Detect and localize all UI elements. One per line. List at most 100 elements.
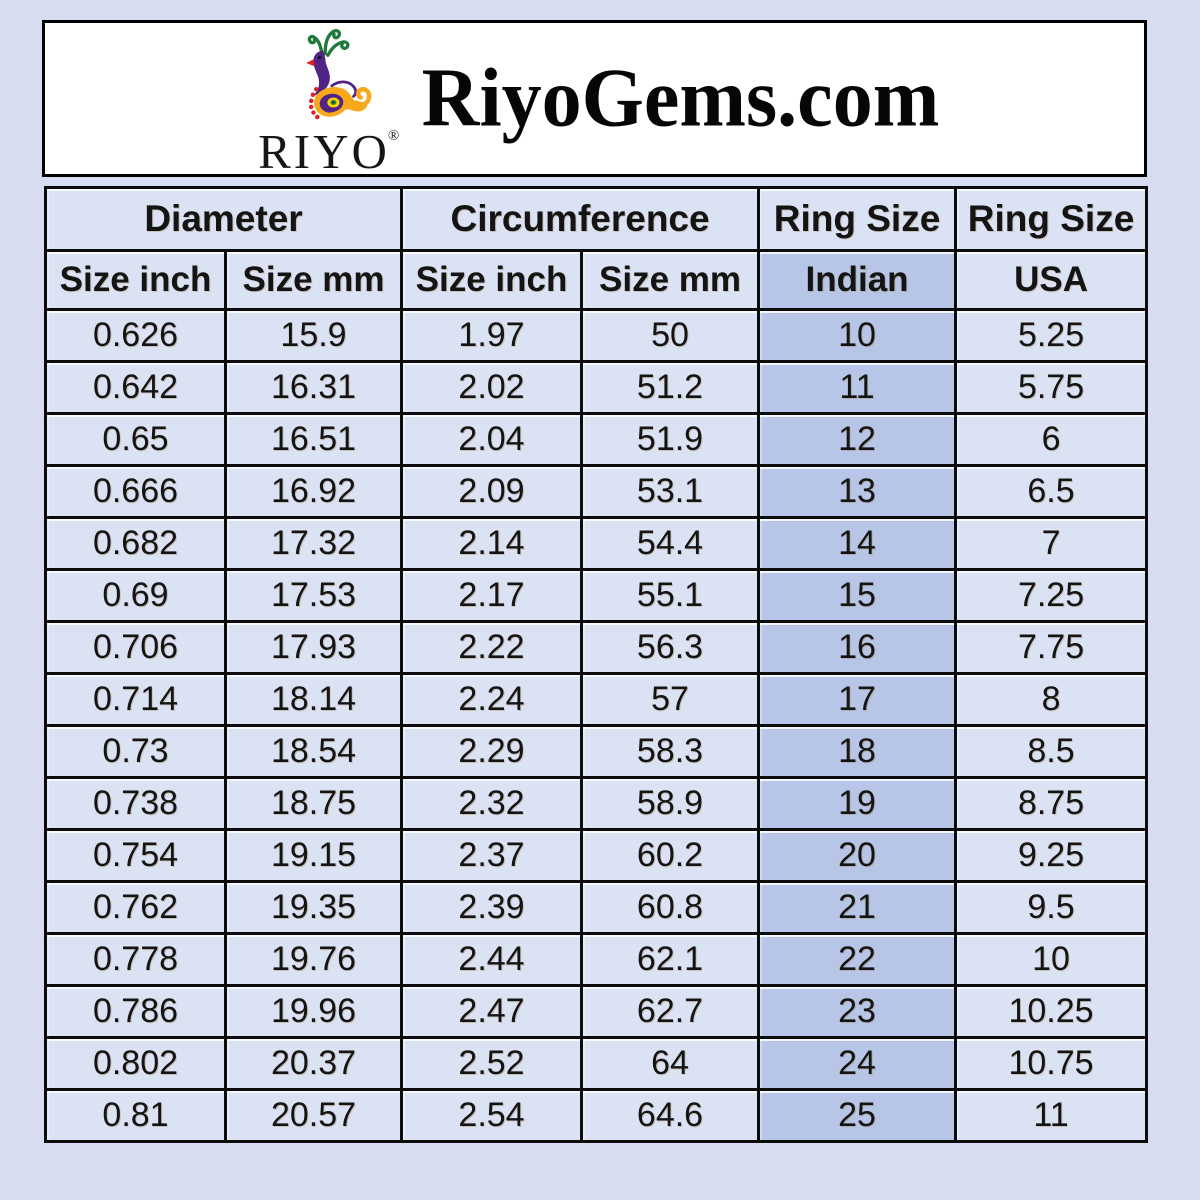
table-cell: 2.39 <box>400 880 584 935</box>
table-cell: 0.65 <box>44 412 227 467</box>
table-cell: 23 <box>757 984 958 1039</box>
table-cell: 20.57 <box>223 1088 404 1143</box>
riyo-logo: RIYO® <box>250 23 408 176</box>
table-cell: 0.666 <box>44 464 227 519</box>
col-header-circumference-inch: Size inch <box>400 249 584 311</box>
sub-header-row: Size inch Size mm Size inch Size mm Indi… <box>44 249 1149 311</box>
table-row: 0.762 19.35 2.39 60.8 21 9.5 <box>44 880 1149 935</box>
table-cell: 2.44 <box>400 932 584 987</box>
col-header-indian: Indian <box>757 249 958 311</box>
table-cell: 0.802 <box>44 1036 227 1091</box>
table-cell: 7 <box>954 516 1149 571</box>
col-header-usa: USA <box>954 249 1149 311</box>
table-cell: 22 <box>757 932 958 987</box>
table-cell: 13 <box>757 464 958 519</box>
logo-word-text: RIYO <box>258 124 390 179</box>
table-cell: 10 <box>757 308 958 363</box>
table-cell: 0.642 <box>44 360 227 415</box>
logo-wordmark: RIYO® <box>258 114 400 176</box>
table-cell: 5.25 <box>954 308 1149 363</box>
table-cell: 55.1 <box>580 568 761 623</box>
table-cell: 17.53 <box>223 568 404 623</box>
table-cell: 2.54 <box>400 1088 584 1143</box>
table-cell: 60.8 <box>580 880 761 935</box>
registered-mark: ® <box>387 128 400 144</box>
table-cell: 17.32 <box>223 516 404 571</box>
table-row: 0.73 18.54 2.29 58.3 18 8.5 <box>44 724 1149 779</box>
table-cell: 2.09 <box>400 464 584 519</box>
table-cell: 2.37 <box>400 828 584 883</box>
col-header-diameter-inch: Size inch <box>44 249 227 311</box>
table-cell: 8 <box>954 672 1149 727</box>
table-cell: 11 <box>954 1088 1149 1143</box>
table-cell: 19.76 <box>223 932 404 987</box>
table-cell: 56.3 <box>580 620 761 675</box>
table-cell: 50 <box>580 308 761 363</box>
table-cell: 2.17 <box>400 568 584 623</box>
table-cell: 60.2 <box>580 828 761 883</box>
table-cell: 2.24 <box>400 672 584 727</box>
table-cell: 57 <box>580 672 761 727</box>
table-cell: 16.51 <box>223 412 404 467</box>
table-cell: 2.02 <box>400 360 584 415</box>
table-cell: 0.626 <box>44 308 227 363</box>
table-cell: 2.14 <box>400 516 584 571</box>
table-cell: 9.5 <box>954 880 1149 935</box>
table-row: 0.666 16.92 2.09 53.1 13 6.5 <box>44 464 1149 519</box>
table-cell: 2.32 <box>400 776 584 831</box>
table-row: 0.65 16.51 2.04 51.9 12 6 <box>44 412 1149 467</box>
table-cell: 0.81 <box>44 1088 227 1143</box>
table-cell: 2.52 <box>400 1036 584 1091</box>
table-row: 0.706 17.93 2.22 56.3 16 7.75 <box>44 620 1149 675</box>
table-cell: 19.96 <box>223 984 404 1039</box>
table-row: 0.626 15.9 1.97 50 10 5.25 <box>44 308 1149 363</box>
table-cell: 0.778 <box>44 932 227 987</box>
table-row: 0.786 19.96 2.47 62.7 23 10.25 <box>44 984 1149 1039</box>
table-cell: 17 <box>757 672 958 727</box>
table-cell: 14 <box>757 516 958 571</box>
table-cell: 7.25 <box>954 568 1149 623</box>
ring-size-table: Diameter Circumference Ring Size Ring Si… <box>43 186 1149 1143</box>
col-header-diameter-mm: Size mm <box>223 249 404 311</box>
table-cell: 18.14 <box>223 672 404 727</box>
table-row: 0.754 19.15 2.37 60.2 20 9.25 <box>44 828 1149 883</box>
table-cell: 18 <box>757 724 958 779</box>
table-row: 0.682 17.32 2.14 54.4 14 7 <box>44 516 1149 571</box>
table-cell: 21 <box>757 880 958 935</box>
table-cell: 2.29 <box>400 724 584 779</box>
table-cell: 10 <box>954 932 1149 987</box>
table-cell: 12 <box>757 412 958 467</box>
col-group-circumference: Circumference <box>400 186 761 252</box>
table-cell: 19.35 <box>223 880 404 935</box>
col-group-diameter: Diameter <box>43 186 404 252</box>
table-row: 0.802 20.37 2.52 64 24 10.75 <box>44 1036 1149 1091</box>
table-cell: 0.706 <box>44 620 227 675</box>
col-header-circumference-mm: Size mm <box>580 249 761 311</box>
table-cell: 2.04 <box>400 412 584 467</box>
table-cell: 10.25 <box>954 984 1149 1039</box>
table-cell: 1.97 <box>400 308 584 363</box>
brand-header: RIYO® RiyoGems.com <box>42 20 1147 177</box>
table-cell: 51.2 <box>580 360 761 415</box>
table-row: 0.69 17.53 2.17 55.1 15 7.25 <box>44 568 1149 623</box>
table-cell: 54.4 <box>580 516 761 571</box>
table-cell: 0.786 <box>44 984 227 1039</box>
peacock-icon <box>305 28 371 120</box>
table-cell: 58.3 <box>580 724 761 779</box>
table-row: 0.714 18.14 2.24 57 17 8 <box>44 672 1149 727</box>
table-cell: 6.5 <box>954 464 1149 519</box>
table-cell: 16.92 <box>223 464 404 519</box>
table-cell: 62.1 <box>580 932 761 987</box>
table-cell: 15.9 <box>223 308 404 363</box>
table-cell: 0.738 <box>44 776 227 831</box>
table-cell: 58.9 <box>580 776 761 831</box>
table-row: 0.81 20.57 2.54 64.6 25 11 <box>44 1088 1149 1143</box>
table-cell: 19 <box>757 776 958 831</box>
table-cell: 24 <box>757 1036 958 1091</box>
table-cell: 9.25 <box>954 828 1149 883</box>
table-cell: 16 <box>757 620 958 675</box>
table-row: 0.778 19.76 2.44 62.1 22 10 <box>44 932 1149 987</box>
table-cell: 0.754 <box>44 828 227 883</box>
table-cell: 8.5 <box>954 724 1149 779</box>
